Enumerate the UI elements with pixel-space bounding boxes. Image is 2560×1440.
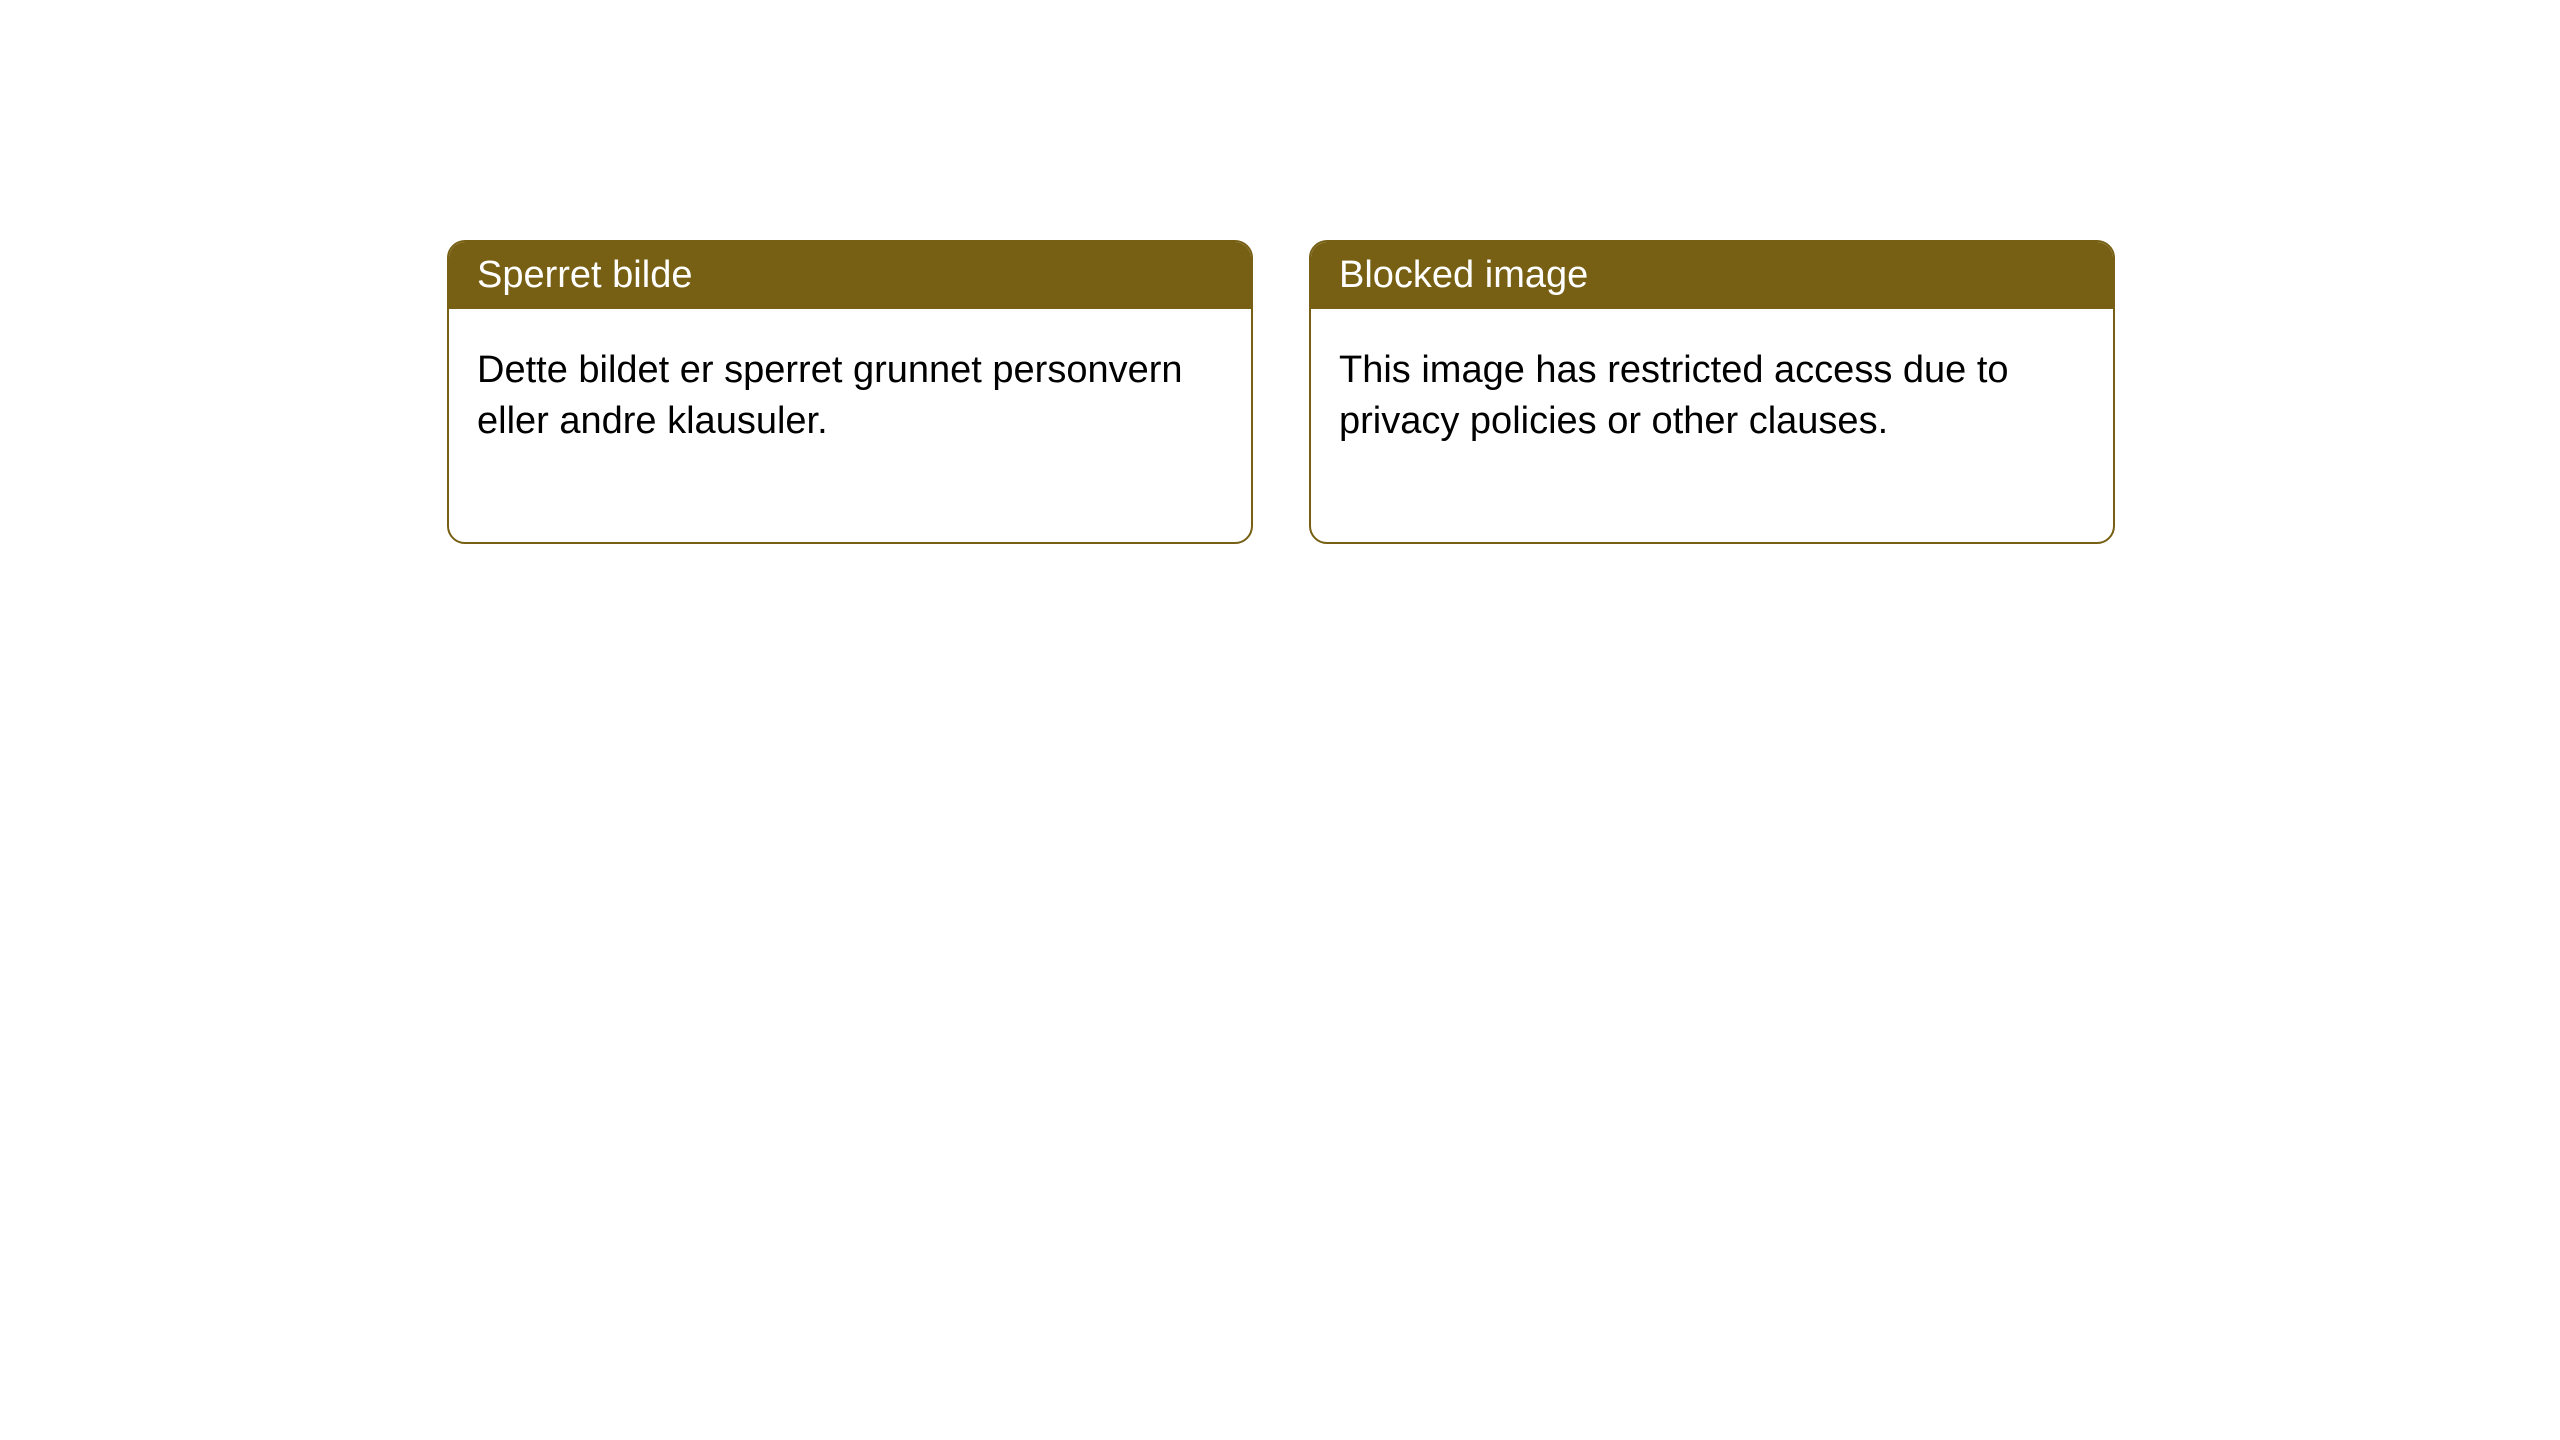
notice-body-no: Dette bildet er sperret grunnet personve…	[449, 309, 1251, 542]
notice-title-no: Sperret bilde	[449, 242, 1251, 309]
notice-body-en: This image has restricted access due to …	[1311, 309, 2113, 542]
notice-card-en: Blocked image This image has restricted …	[1309, 240, 2115, 544]
notice-title-en: Blocked image	[1311, 242, 2113, 309]
notice-container: Sperret bilde Dette bildet er sperret gr…	[0, 0, 2560, 544]
notice-card-no: Sperret bilde Dette bildet er sperret gr…	[447, 240, 1253, 544]
